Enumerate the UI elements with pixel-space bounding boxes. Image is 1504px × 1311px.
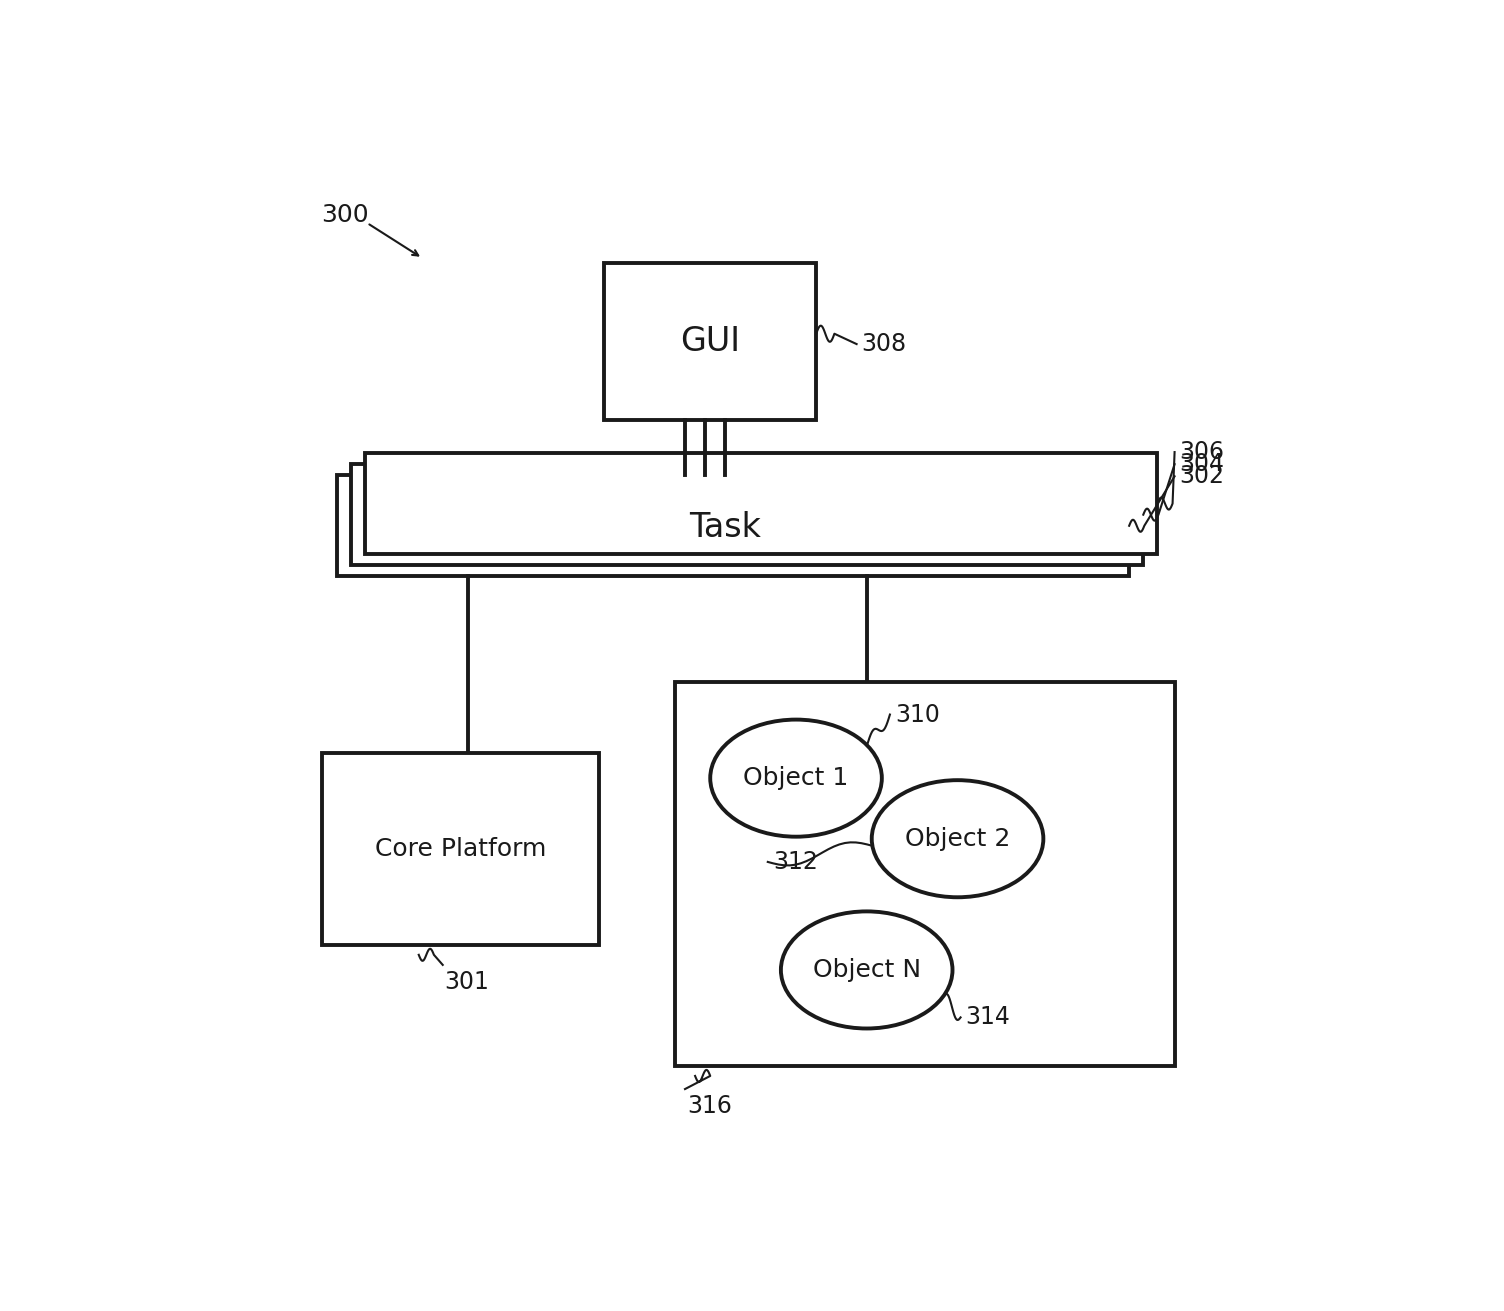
Text: Object 2: Object 2	[905, 827, 1011, 851]
Text: 308: 308	[862, 332, 907, 357]
Text: Task: Task	[689, 511, 761, 544]
Text: Core Platform: Core Platform	[374, 836, 546, 861]
Bar	[365, 454, 1158, 555]
Ellipse shape	[872, 780, 1044, 897]
Text: 301: 301	[445, 970, 490, 994]
Bar	[322, 753, 599, 945]
Text: 310: 310	[895, 703, 940, 726]
Bar	[675, 682, 1175, 1066]
Text: Object 1: Object 1	[743, 766, 848, 791]
Bar	[605, 264, 817, 420]
Bar	[337, 476, 1130, 577]
Text: GUI: GUI	[680, 325, 740, 358]
Text: 312: 312	[773, 850, 818, 874]
Text: 306: 306	[1179, 440, 1224, 464]
Text: 314: 314	[966, 1006, 1011, 1029]
Text: Object N: Object N	[812, 958, 920, 982]
Text: 300: 300	[322, 203, 368, 227]
Text: 304: 304	[1179, 452, 1224, 476]
Ellipse shape	[781, 911, 952, 1029]
Text: 302: 302	[1179, 464, 1224, 488]
Bar	[350, 464, 1143, 565]
Text: 316: 316	[687, 1095, 732, 1118]
Ellipse shape	[710, 720, 881, 836]
